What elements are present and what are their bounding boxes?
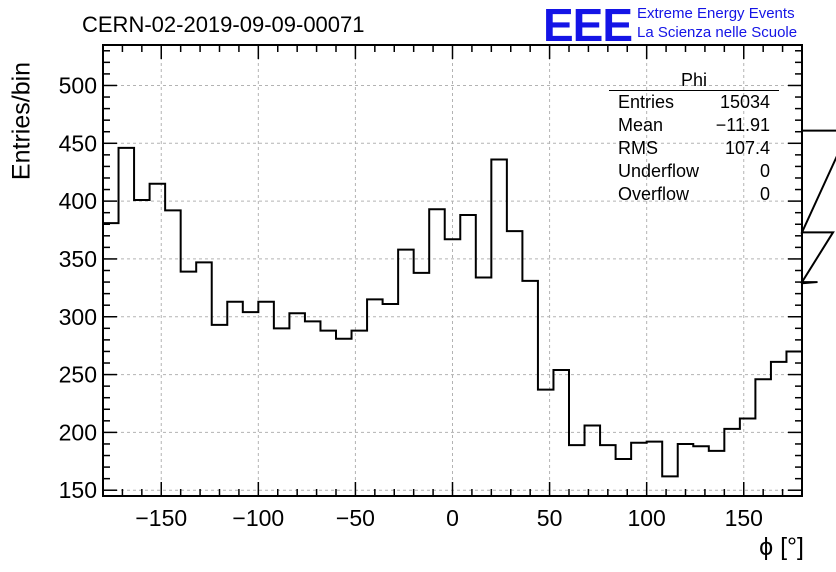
stats-box: Phi Entries 15034 Mean −11.91 RMS 107.4 … [609,70,779,206]
stats-value: 15034 [719,92,770,112]
y-tick-label: 450 [59,130,97,156]
stats-row-mean: Mean −11.91 [609,114,779,137]
stats-box-name: Phi [609,70,779,91]
y-axis-label: Entries/bin [4,56,40,186]
x-tick-label: 150 [725,505,763,531]
y-tick-label: 250 [59,362,97,388]
stats-label: Entries [618,92,675,112]
stats-row-entries: Entries 15034 [609,91,779,114]
logo-caption-line1: Extreme Energy Events [637,5,795,22]
x-tick-label: −150 [135,505,187,531]
logo-caption: Extreme Energy Events La Scienza nelle S… [637,4,797,42]
x-tick-label: 0 [446,505,459,531]
stats-label: Overflow [618,184,690,204]
eee-logo: EEE [543,0,633,51]
stats-label: Mean [618,115,664,135]
stats-row-underflow: Underflow 0 [609,160,779,183]
plot-title: CERN-02-2019-09-09-00071 [82,12,365,37]
y-tick-label: 150 [59,477,97,503]
y-tick-label: 300 [59,304,97,330]
y-axis-label-text: Entries/bin [7,61,36,181]
logo-caption-line2: La Scienza nelle Scuole [637,24,798,41]
stats-row-rms: RMS 107.4 [609,137,779,160]
stats-value: 107.4 [724,138,770,158]
y-tick-label: 400 [59,188,97,214]
x-tick-label: −100 [232,505,284,531]
x-axis-label: ϕ [°] [759,533,804,561]
stats-row-overflow: Overflow 0 [609,183,779,206]
stats-value: 0 [759,161,770,181]
x-tick-label: −50 [336,505,375,531]
stats-value: −11.91 [715,115,770,135]
x-tick-label: 50 [537,505,563,531]
y-tick-label: 200 [59,419,97,445]
y-tick-label: 500 [59,72,97,98]
histogram-series-line [103,129,836,478]
x-tick-label: 100 [627,505,665,531]
y-tick-label: 350 [59,246,97,272]
stats-value: 0 [759,184,770,204]
stats-label: RMS [618,138,658,158]
stats-label: Underflow [618,161,700,181]
